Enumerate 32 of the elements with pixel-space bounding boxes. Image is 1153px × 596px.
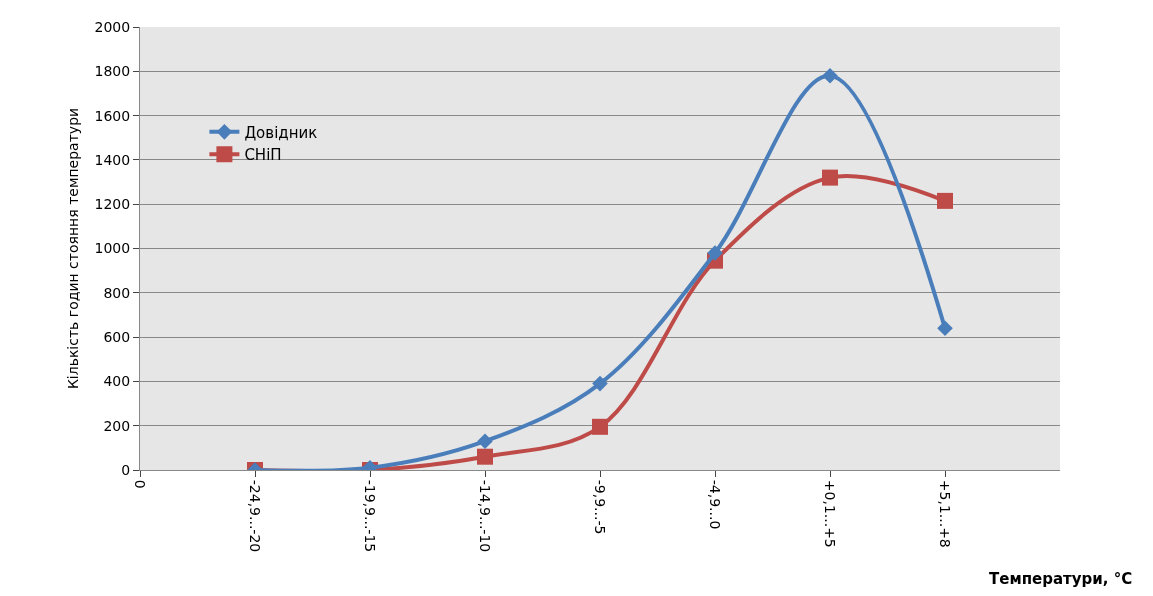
point — [822, 169, 838, 186]
y-tick-label: 400 — [103, 373, 131, 390]
point — [707, 245, 723, 261]
y-tick-label: 1000 — [94, 240, 131, 257]
point — [592, 418, 608, 435]
x-tick-label: -24,9...-20 — [247, 479, 264, 553]
x-tick-label: -14,9...-10 — [477, 479, 494, 553]
y-tick-label: 800 — [103, 284, 131, 301]
x-axis-title: Температури, °C — [989, 570, 1133, 588]
y-tick-label: 1600 — [94, 107, 131, 124]
y-tick-label: 1800 — [94, 63, 131, 80]
x-tick-label: +5,1...+8 — [937, 479, 954, 548]
x-tick-label: -4,9...0 — [707, 479, 724, 530]
legend-label: СНіП — [244, 146, 282, 165]
x-tick-label: +0,1...+5 — [822, 479, 839, 548]
point — [937, 192, 953, 209]
x-tick-label: 0 — [132, 479, 149, 489]
y-tick-label: 200 — [103, 417, 131, 434]
y-tick-label: 1200 — [94, 196, 131, 213]
y-tick-label: 1400 — [94, 151, 131, 168]
point — [822, 67, 838, 84]
point — [477, 448, 493, 465]
point — [937, 320, 953, 337]
x-tick-label: -19,9...-15 — [362, 479, 379, 553]
y-tick-label: 0 — [121, 461, 131, 478]
y-tick-label: 600 — [103, 329, 131, 345]
y-axis-title: Кількість годин стояння температури — [65, 107, 82, 390]
x-tick-label: -9,9...-5 — [592, 479, 609, 535]
legend-label: Довідник — [244, 123, 318, 142]
point — [477, 433, 493, 450]
y-tick-label: 2000 — [94, 18, 131, 35]
point — [592, 375, 608, 392]
